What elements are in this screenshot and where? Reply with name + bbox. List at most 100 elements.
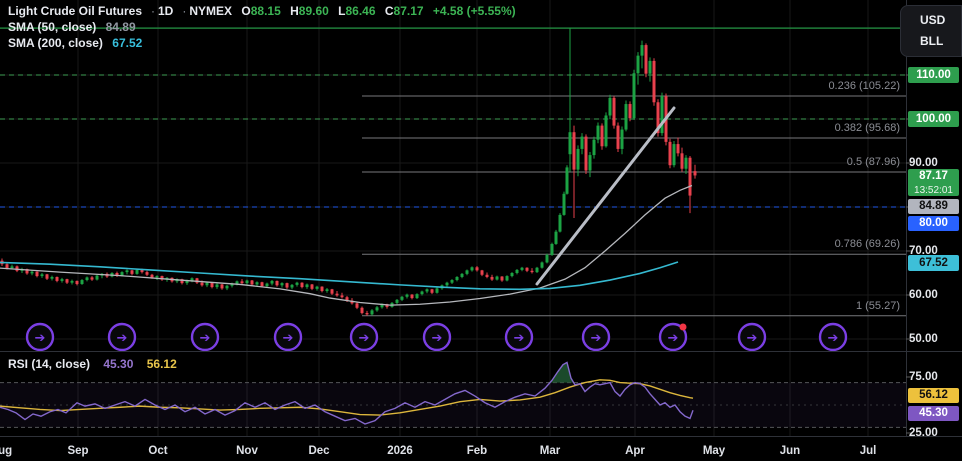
symbol-legend-row[interactable]: Light Crude Oil Futures · 1D · NYMEX O88.15 … xyxy=(8,3,516,19)
time-axis-label-jun[interactable]: Jun xyxy=(779,445,801,457)
candle-body xyxy=(680,153,684,169)
candle-body xyxy=(668,141,672,166)
candle-body xyxy=(55,276,59,281)
rsi-ma-line[interactable] xyxy=(0,379,694,416)
candle-body xyxy=(600,125,604,147)
candle-body xyxy=(485,274,489,277)
contract-rollover-icon[interactable] xyxy=(190,322,220,352)
price-badge-67-52[interactable]: 67.52 xyxy=(908,255,959,271)
candle-body xyxy=(295,282,299,285)
candle-body xyxy=(572,132,576,170)
candle-body xyxy=(540,262,544,268)
sma200-legend-row[interactable]: SMA (200, close) 67.52 xyxy=(8,35,516,51)
contract-rollover-icon[interactable] xyxy=(818,322,848,352)
candle-body xyxy=(65,279,69,283)
time-axis-label-mar[interactable]: Mar xyxy=(539,445,561,457)
sma50-line[interactable] xyxy=(0,184,693,306)
candle-body xyxy=(435,288,439,293)
time-axis-label-dec[interactable]: Dec xyxy=(308,445,330,457)
candle-body xyxy=(660,96,664,134)
candle-body xyxy=(624,104,628,130)
contract-rollover-icon[interactable] xyxy=(504,322,534,352)
candle-body xyxy=(652,60,656,103)
time-axis-label-nov[interactable]: Nov xyxy=(236,445,258,457)
candle-body xyxy=(576,148,580,170)
contract-rollover-icon[interactable] xyxy=(581,322,611,352)
candle-body xyxy=(604,115,608,147)
sma200-line[interactable] xyxy=(0,261,679,291)
candle-body xyxy=(400,296,404,300)
candle-body xyxy=(70,280,74,283)
open-value: 88.15 xyxy=(250,4,281,18)
time-axis-label-feb[interactable]: Feb xyxy=(466,445,488,457)
time-axis-label-may[interactable]: May xyxy=(702,445,726,457)
rsi-legend-row[interactable]: RSI (14, close) 45.30 56.12 xyxy=(8,356,177,372)
candle-body xyxy=(588,155,592,171)
candle-body xyxy=(584,136,588,171)
candle-body xyxy=(490,276,494,280)
candle-body xyxy=(250,280,254,285)
candle-body xyxy=(335,293,339,296)
price-scale-label[interactable]: 60.00 xyxy=(909,289,938,301)
candle-body xyxy=(450,280,454,283)
candle-body xyxy=(90,277,94,280)
candle-body xyxy=(405,294,409,297)
rsi-badge-45-30: 45.30 xyxy=(908,405,959,421)
candle-body xyxy=(115,273,119,276)
rollover-arrow-icon: ➔ xyxy=(747,331,758,346)
candle-body xyxy=(510,273,514,277)
price-badge-100-00[interactable]: 100.00 xyxy=(908,111,959,127)
candle-body xyxy=(425,289,429,292)
low-label: L xyxy=(338,4,346,18)
contract-rollover-icon[interactable] xyxy=(422,322,452,352)
time-axis-label-2026[interactable]: 2026 xyxy=(387,445,413,457)
contract-rollover-icon[interactable] xyxy=(107,322,137,352)
fib-level-label: 0.382 (95.68) xyxy=(834,122,900,134)
rsi-scale-label[interactable]: 25.00 xyxy=(909,427,938,439)
candle-body xyxy=(345,297,349,301)
rollover-arrow-icon: ➔ xyxy=(283,331,294,346)
candle-body xyxy=(620,129,624,149)
contract-rollover-icon[interactable] xyxy=(25,322,55,352)
candle-body xyxy=(260,282,264,287)
rsi-scale-label[interactable]: 75.00 xyxy=(909,371,938,383)
price-badge-110-00[interactable]: 110.00 xyxy=(908,67,959,83)
candle-body xyxy=(205,282,209,286)
candle-body xyxy=(445,282,449,286)
time-axis-label-oct[interactable]: Oct xyxy=(148,445,168,457)
time-axis-label-apr[interactable]: Apr xyxy=(625,445,645,457)
contract-rollover-icon[interactable] xyxy=(273,322,303,352)
time-axis-label-sep[interactable]: Sep xyxy=(67,445,89,457)
candle-body xyxy=(616,125,620,149)
candle-body xyxy=(370,310,374,315)
candle-body xyxy=(465,270,469,274)
time-axis-label-jul[interactable]: Jul xyxy=(859,445,877,457)
trendline-drawing[interactable] xyxy=(535,106,676,286)
candle-body xyxy=(200,282,204,286)
price-scale-label[interactable]: 90.00 xyxy=(909,157,938,169)
price-scale-label[interactable]: 50.00 xyxy=(909,333,938,345)
candle-body xyxy=(360,307,364,314)
contract-rollover-icon[interactable] xyxy=(349,322,379,352)
sma50-legend-row[interactable]: SMA (50, close) 84.89 xyxy=(8,19,516,35)
candle-body xyxy=(270,280,274,284)
price-badge-80-00[interactable]: 80.00 xyxy=(908,215,959,231)
candle-body xyxy=(636,55,640,74)
candle-body xyxy=(235,281,239,284)
contract-rollover-icon[interactable] xyxy=(658,322,688,352)
candle-body xyxy=(35,271,39,277)
price-badge-84-89[interactable]: 84.89 xyxy=(908,198,959,214)
main-legend[interactable]: Light Crude Oil Futures · 1D · NYMEX O88.15 … xyxy=(8,3,516,51)
price-scale-label[interactable]: 70.00 xyxy=(909,245,938,257)
unit-toggle-panel: USD BLL xyxy=(900,5,962,57)
currency-button[interactable]: USD xyxy=(920,13,946,27)
rollover-arrow-icon: ➔ xyxy=(828,331,839,346)
contract-rollover-icon[interactable] xyxy=(737,322,767,352)
candle-body xyxy=(80,280,84,284)
price-badge-87-17[interactable]: 87.17 13:52:01 xyxy=(908,168,959,196)
unit-button[interactable]: BLL xyxy=(920,34,944,48)
rsi-line[interactable] xyxy=(0,361,694,425)
time-axis-label-aug[interactable]: Aug xyxy=(0,445,13,457)
candle-body xyxy=(290,284,294,288)
